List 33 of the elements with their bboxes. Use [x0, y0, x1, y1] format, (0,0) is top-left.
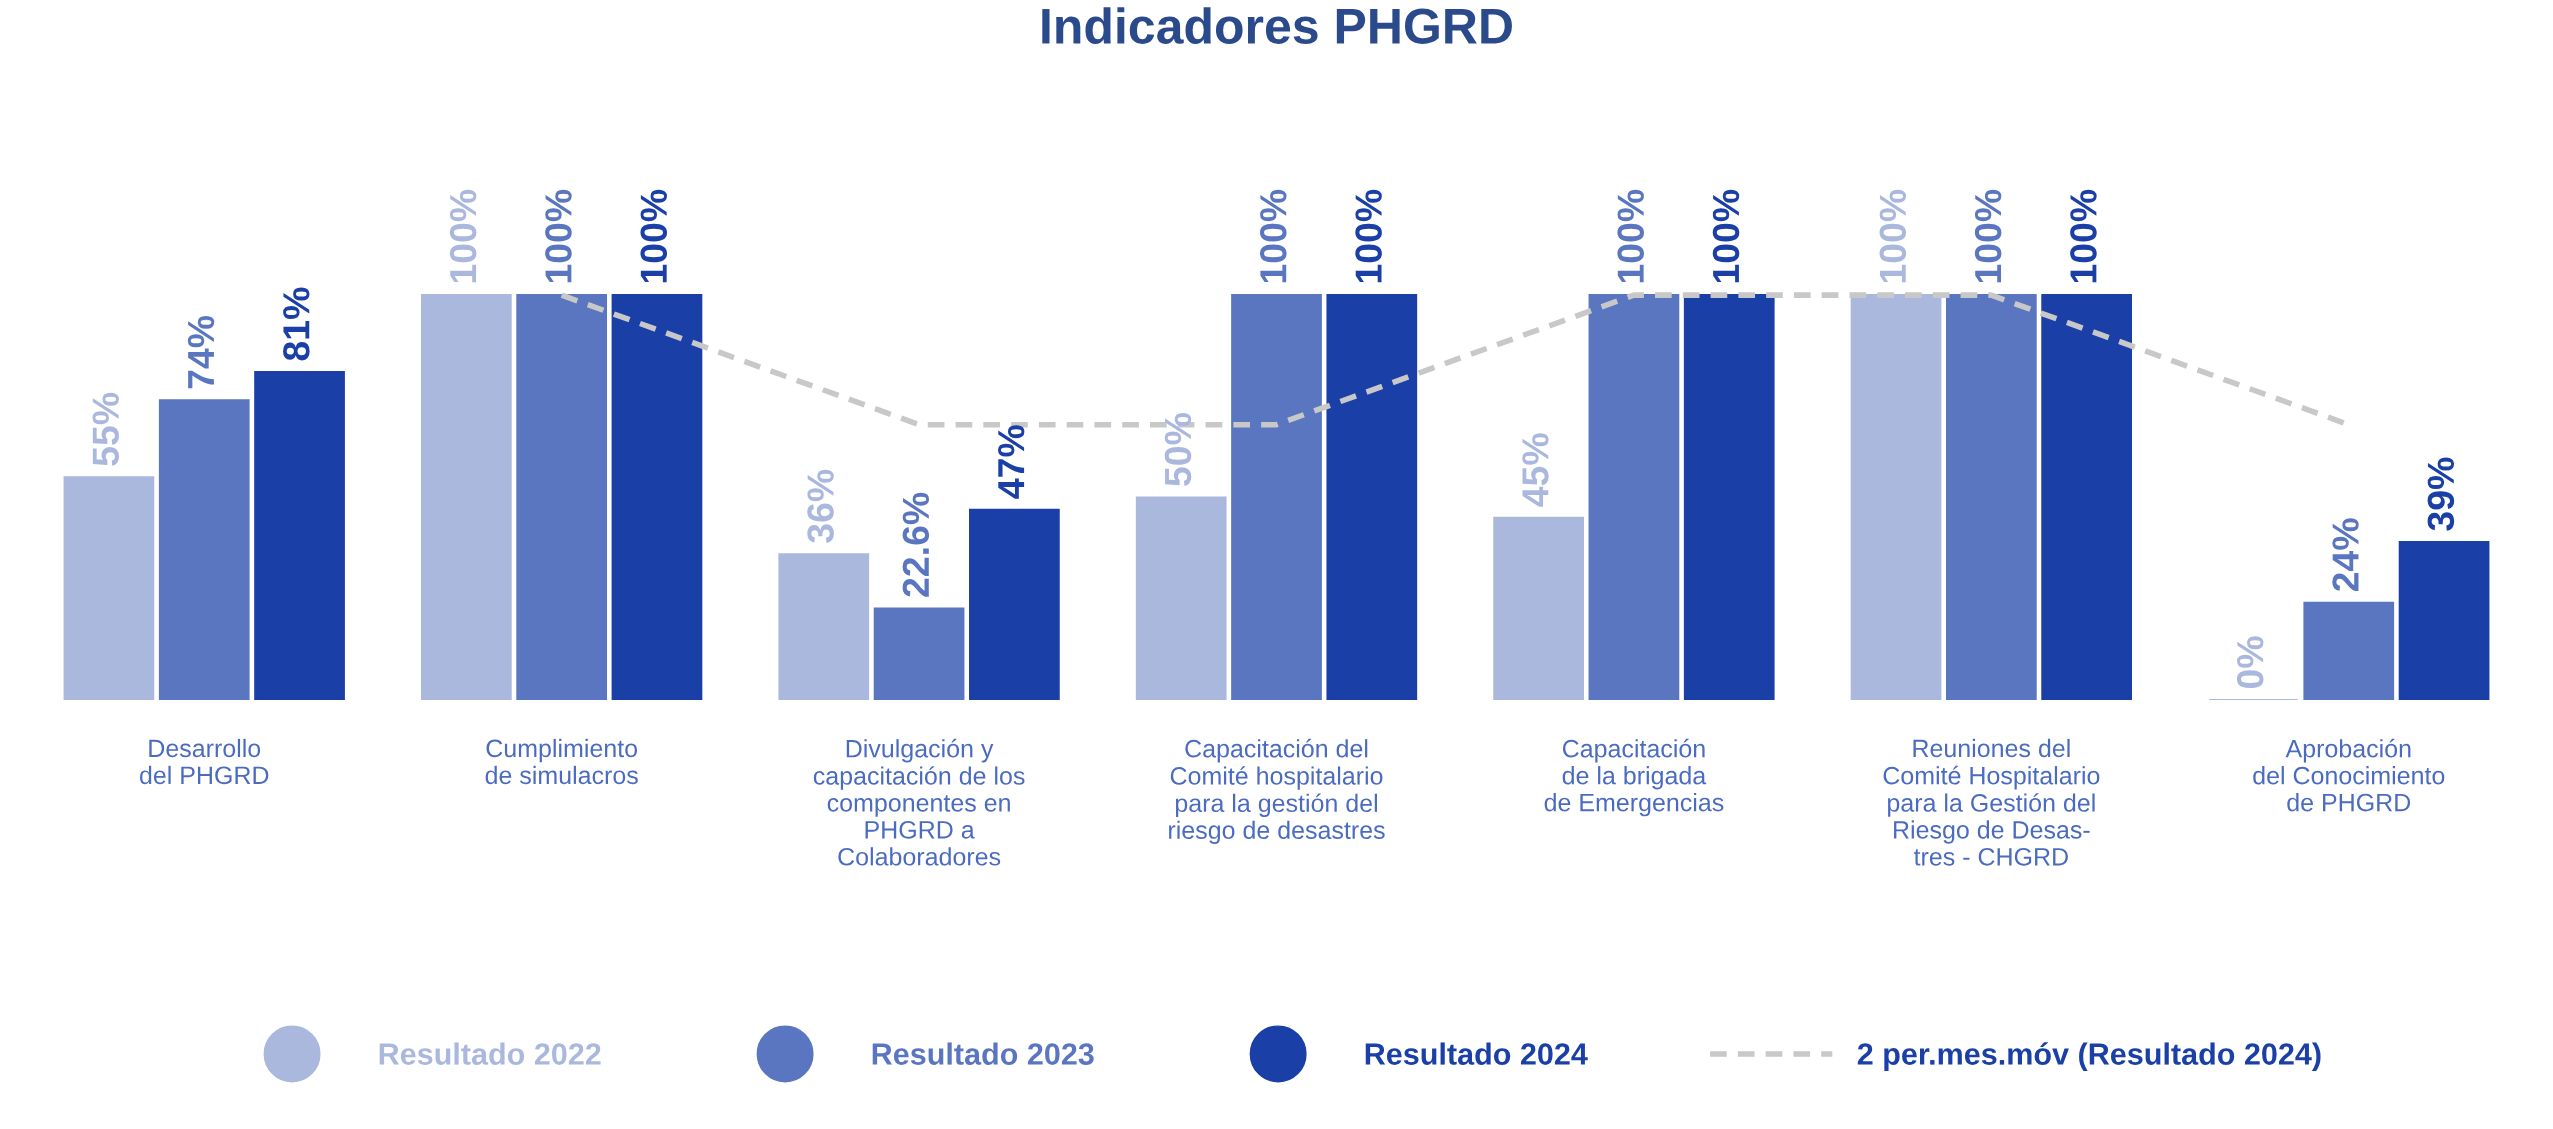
data-label: 100% — [2070, 189, 2097, 283]
x-tick-label: Divulgación y capacitación de los componentes en PHGRD a Colaboradores — [813, 738, 1025, 866]
legend-label: 2 per.mes.móv (Resultado 2024) — [1857, 1042, 2321, 1071]
x-tick-label: Cumplimiento de simulacros — [485, 738, 638, 785]
chart-title: Indicadores PHGRD — [1042, 7, 1512, 44]
data-label: 0% — [2236, 636, 2264, 689]
data-label: 100% — [1974, 189, 2002, 283]
data-label: 45% — [1522, 433, 1549, 507]
legend-label: Resultado 2024 — [1365, 1042, 1588, 1065]
data-label: 50% — [1164, 413, 1192, 486]
data-label: 100% — [449, 189, 477, 283]
legend-label: Resultado 2022 — [379, 1042, 601, 1065]
data-label: 100% — [1355, 189, 1382, 283]
x-tick-label: Reuniones del Comité Hospitalario para la Gestión del Riesgo de Desas- tres - CHGRD — [1883, 738, 2100, 866]
data-label: 100% — [640, 189, 668, 283]
legend-label: Resultado 2023 — [872, 1042, 1094, 1065]
data-label: 39% — [2427, 457, 2455, 531]
x-tick-label: Desarrollo del PHGRD — [140, 738, 269, 785]
data-label: 100% — [1617, 189, 1644, 283]
x-tick-label: Aprobación del Conocimiento de PHGRD — [2253, 738, 2445, 812]
data-label: 100% — [1879, 189, 1907, 283]
data-label: 74% — [187, 315, 215, 389]
data-label: 100% — [1712, 189, 1740, 283]
data-label: 24% — [2332, 518, 2359, 592]
x-tick-label: Capacitación del Comité hospitalario para la gestión del riesgo de desastres — [1169, 738, 1385, 844]
data-label: 100% — [1260, 189, 1287, 283]
data-label: 47% — [998, 425, 1025, 499]
data-label: 100% — [545, 189, 572, 283]
x-tick-label: Capacitación de la brigada de Emergencias — [1544, 738, 1724, 817]
data-label: 22.6% — [902, 492, 930, 597]
data-label: 36% — [807, 469, 834, 543]
data-label: 81% — [283, 287, 310, 361]
data-label: 55% — [92, 392, 119, 466]
